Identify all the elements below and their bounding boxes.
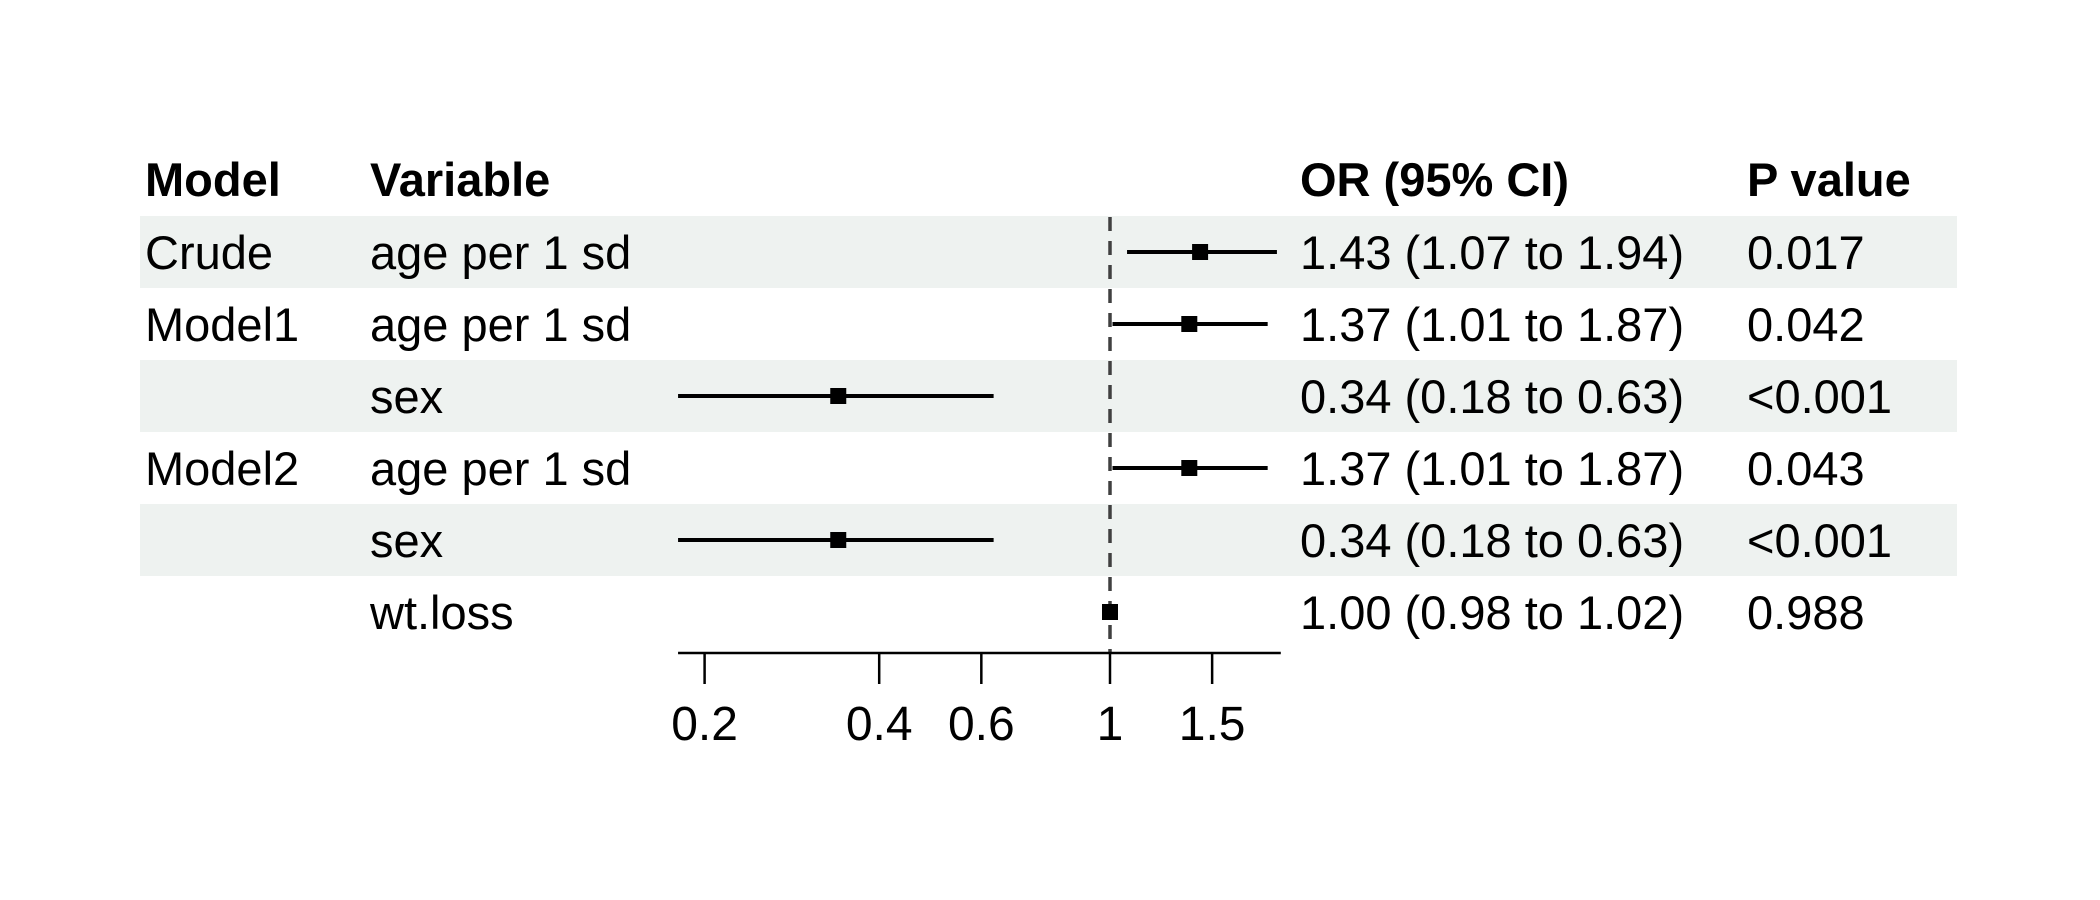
x-axis-tick-label: 1 xyxy=(1097,698,1124,751)
cell-model: Model1 xyxy=(145,297,300,351)
cell-p-value: <0.001 xyxy=(1747,513,1893,567)
cell-variable: age per 1 sd xyxy=(370,297,632,351)
x-axis-tick-label: 0.6 xyxy=(948,698,1015,751)
cell-variable: age per 1 sd xyxy=(370,441,632,495)
cell-or-ci: 0.34 (0.18 to 0.63) xyxy=(1300,513,1685,567)
cell-variable: age per 1 sd xyxy=(370,225,632,279)
cell-model: Model2 xyxy=(145,441,300,495)
column-header-model: Model xyxy=(145,152,281,206)
cell-or-ci: 0.34 (0.18 to 0.63) xyxy=(1300,369,1685,423)
column-header-variable: Variable xyxy=(370,152,551,206)
column-header-or-ci: OR (95% CI) xyxy=(1300,152,1569,206)
cell-variable: wt.loss xyxy=(370,585,514,639)
x-axis-tick-label: 1.5 xyxy=(1179,698,1246,751)
cell-or-ci: 1.37 (1.01 to 1.87) xyxy=(1300,297,1685,351)
table-row: Crude age per 1 sd 1.43 (1.07 to 1.94) 0… xyxy=(0,216,2100,288)
cell-variable: sex xyxy=(370,513,444,567)
table-row: Model2 age per 1 sd 1.37 (1.01 to 1.87) … xyxy=(0,432,2100,504)
table-row: sex 0.34 (0.18 to 0.63) <0.001 xyxy=(0,360,2100,432)
cell-or-ci: 1.37 (1.01 to 1.87) xyxy=(1300,441,1685,495)
table-row: wt.loss 1.00 (0.98 to 1.02) 0.988 xyxy=(0,576,2100,648)
x-axis-tick-label: 0.2 xyxy=(671,698,738,751)
cell-p-value: <0.001 xyxy=(1747,369,1893,423)
cell-p-value: 0.043 xyxy=(1747,441,1865,495)
cell-p-value: 0.017 xyxy=(1747,225,1865,279)
cell-or-ci: 1.00 (0.98 to 1.02) xyxy=(1300,585,1685,639)
cell-variable: sex xyxy=(370,369,444,423)
column-header-p-value: P value xyxy=(1747,152,1911,206)
cell-p-value: 0.988 xyxy=(1747,585,1865,639)
cell-or-ci: 1.43 (1.07 to 1.94) xyxy=(1300,225,1685,279)
cell-model: Crude xyxy=(145,225,274,279)
table-row: sex 0.34 (0.18 to 0.63) <0.001 xyxy=(0,504,2100,576)
table-body: Crude age per 1 sd 1.43 (1.07 to 1.94) 0… xyxy=(0,216,2100,648)
x-axis-tick-label: 0.4 xyxy=(846,698,913,751)
table-row: Model1 age per 1 sd 1.37 (1.01 to 1.87) … xyxy=(0,288,2100,360)
table-header: Model Variable OR (95% CI) P value xyxy=(0,142,2100,216)
cell-p-value: 0.042 xyxy=(1747,297,1865,351)
